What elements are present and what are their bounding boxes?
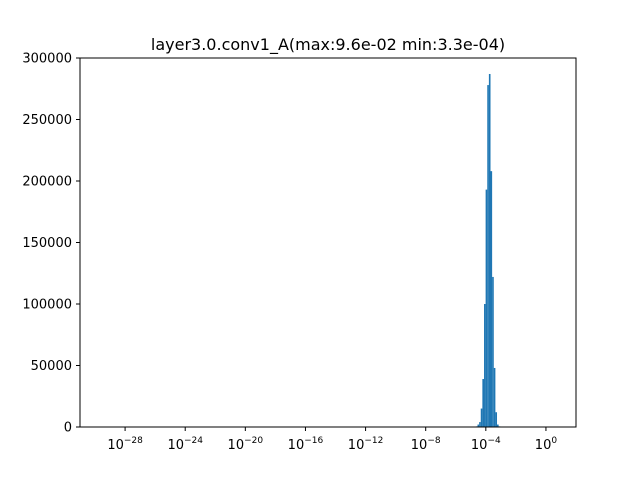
histogram-bar	[487, 85, 489, 427]
y-tick-label: 250000	[22, 113, 72, 128]
histogram-bar	[495, 412, 498, 427]
x-tick-label: 10−12	[348, 436, 384, 453]
x-tick-label: 10−28	[107, 436, 143, 453]
histogram-bar	[488, 73, 491, 428]
histogram-bar	[492, 276, 494, 427]
x-tick-label: 10−8	[411, 436, 441, 453]
y-tick-label: 50000	[31, 359, 72, 374]
histogram-bar	[493, 367, 496, 427]
histogram-bar	[484, 304, 486, 427]
x-tick-label: 100	[535, 436, 558, 453]
histogram-bar	[497, 424, 499, 427]
x-tick-label: 10−24	[167, 436, 203, 453]
plot-frame	[79, 57, 577, 428]
histogram-bar	[480, 408, 483, 427]
histogram-bar	[479, 422, 481, 427]
chart-title: layer3.0.conv1_A(max:9.6e-02 min:3.3e-04…	[151, 35, 505, 55]
y-tick-label: 200000	[22, 175, 72, 190]
x-tick-label: 10−16	[288, 436, 324, 453]
y-axis: 0 50000 100000 150000 200000 250000 300000	[22, 52, 80, 436]
x-tick-label: 10−4	[471, 436, 501, 453]
y-tick-label: 0	[64, 421, 72, 436]
y-tick-label: 150000	[22, 236, 72, 251]
histogram-bar	[485, 189, 488, 427]
x-tick-label: 10−20	[228, 436, 264, 453]
y-tick-label: 100000	[22, 298, 72, 313]
histogram-bar	[482, 379, 485, 427]
histogram-bar	[490, 171, 493, 427]
bar-group	[475, 73, 501, 428]
histogram-bar	[477, 424, 480, 427]
x-axis: 10−28 10−24 10−20 10−16 10−12 10−8 10−4 100	[107, 427, 557, 453]
y-tick-label: 300000	[22, 52, 72, 67]
